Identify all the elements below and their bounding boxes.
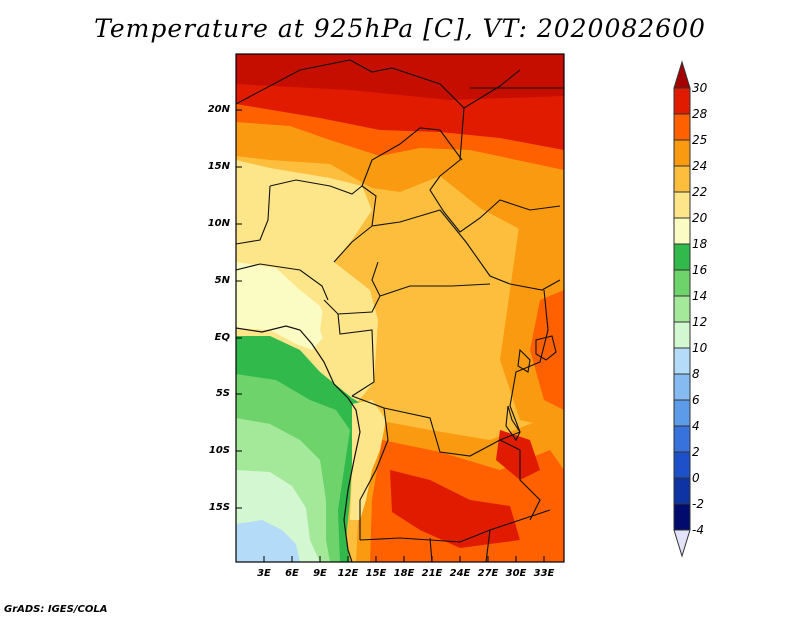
- field-region-30-north: [236, 54, 564, 150]
- colorbar-segment: [673, 165, 691, 193]
- lakes: [505, 335, 557, 442]
- colorbar-label: 12: [692, 315, 708, 329]
- colorbar-segment: [673, 399, 691, 427]
- x-tick-label: 15E: [365, 568, 387, 579]
- axis-ticks: [236, 109, 545, 562]
- field-region-30-south-2: [496, 430, 540, 480]
- map-frame: [235, 53, 565, 563]
- colorbar-label: 22: [692, 185, 708, 199]
- border-line: [236, 185, 271, 245]
- colorbar-segment: [673, 373, 691, 401]
- border-line: [429, 175, 561, 233]
- border-line: [519, 450, 541, 521]
- colorbar-label: 2: [692, 445, 700, 459]
- colorbar-segment: [673, 191, 691, 219]
- x-tick-label: 18E: [393, 568, 415, 579]
- colorbar-segment: [673, 321, 691, 349]
- colorbar-label: 10: [692, 341, 708, 355]
- temperature-field: [236, 54, 564, 562]
- colorbar-label: 4: [692, 419, 700, 433]
- y-tick-label: 20N: [207, 104, 230, 115]
- field-region-8: [236, 520, 300, 562]
- colorbar-label: 18: [692, 237, 708, 251]
- colorbar-segment: [673, 477, 691, 505]
- x-tick-label: 6E: [285, 568, 299, 579]
- x-tick-label: 12E: [337, 568, 359, 579]
- colorbar-label: 24: [692, 159, 708, 173]
- footer-credit: GrADS: IGES/COLA: [4, 604, 108, 615]
- field-region-30-south: [390, 470, 520, 548]
- y-tick-label: 5N: [214, 275, 230, 286]
- map-title: Temperature at 925hPa [C], VT: 202008260…: [94, 14, 706, 43]
- y-tick-label: EQ: [214, 332, 230, 343]
- colorbar-label: -4: [692, 523, 704, 537]
- colorbar-label: 14: [692, 289, 708, 303]
- x-tick-label: 24E: [449, 568, 471, 579]
- border-line: [463, 69, 521, 109]
- colorbar-label: 0: [692, 471, 700, 485]
- x-tick-label: 21E: [421, 568, 443, 579]
- border-line: [361, 127, 463, 187]
- y-tick-label: 5S: [215, 388, 230, 399]
- y-tick-label: 10S: [208, 445, 230, 456]
- border-line: [323, 299, 339, 315]
- y-tick-label: 15N: [207, 161, 230, 172]
- border-line: [236, 59, 465, 177]
- border-line: [337, 295, 381, 315]
- border-line: [359, 509, 551, 543]
- x-tick-label: 30E: [505, 568, 527, 579]
- colorbar-label: 8: [692, 367, 700, 381]
- border-line: [269, 179, 363, 195]
- field-region-28-east: [530, 290, 564, 410]
- coastline: [236, 325, 361, 562]
- field-region-18-coast: [350, 400, 386, 520]
- colorbar-label: 20: [692, 211, 708, 225]
- border-line: [236, 263, 329, 301]
- border-line: [337, 313, 375, 397]
- y-tick-label: 15S: [208, 502, 230, 513]
- colorbar-label: 6: [692, 393, 700, 407]
- colorbar-segment: [673, 217, 691, 245]
- lake-outline: [535, 335, 557, 361]
- colorbar-segment: [673, 243, 691, 271]
- lake-outline: [505, 405, 521, 442]
- colorbar-segment: [673, 451, 691, 479]
- colorbar-label: 16: [692, 263, 708, 277]
- field-region-20-gabon: [320, 296, 372, 372]
- colorbar-label: 28: [692, 107, 708, 121]
- colorbar-segment: [673, 425, 691, 453]
- colorbar-bottom-triangle: [673, 529, 691, 558]
- x-tick-label: 9E: [313, 568, 327, 579]
- x-tick-label: 3E: [257, 568, 271, 579]
- border-line: [371, 261, 491, 297]
- colorbar-segment: [673, 139, 691, 167]
- border-line: [371, 209, 561, 291]
- colorbar-segment: [673, 347, 691, 375]
- colorbar-segment: [673, 87, 691, 115]
- border-line: [485, 529, 491, 562]
- colorbar-label: 30: [692, 81, 708, 95]
- border-line: [359, 407, 389, 540]
- colorbar-top-triangle: [673, 60, 691, 89]
- y-tick-label: 10N: [207, 218, 230, 229]
- x-tick-label: 27E: [477, 568, 499, 579]
- colorbar-segment: [673, 295, 691, 323]
- colorbar-segment: [673, 113, 691, 141]
- colorbar-label: 25: [692, 133, 708, 147]
- x-tick-label: 33E: [533, 568, 555, 579]
- field-region-18-west: [236, 262, 330, 350]
- colorbar-segment: [673, 269, 691, 297]
- lake-outline: [517, 348, 531, 373]
- colorbar-segment: [673, 503, 691, 531]
- colorbar-label: -2: [692, 497, 704, 511]
